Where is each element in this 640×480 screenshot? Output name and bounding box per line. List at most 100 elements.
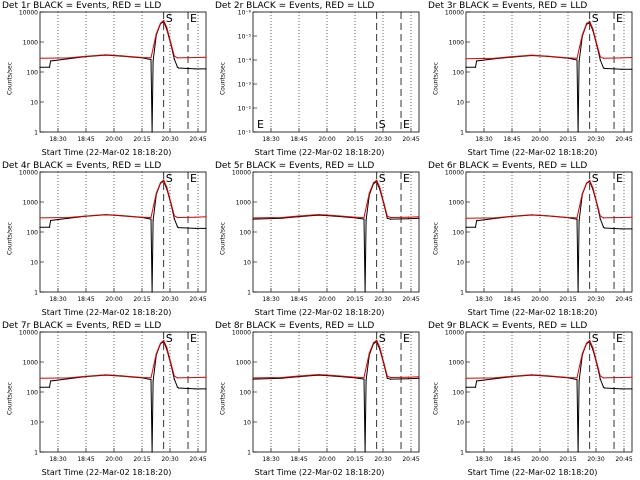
data-point-red	[546, 375, 549, 377]
data-point-red	[170, 363, 172, 365]
x-tick-label: 18:30	[262, 296, 279, 303]
data-point-red	[163, 179, 165, 181]
data-point-black	[474, 386, 477, 388]
y-tick-label: 10⁻⁶	[238, 10, 252, 17]
y-tick-label: 100	[453, 230, 465, 237]
data-point-black	[176, 226, 179, 228]
data-point-red	[176, 377, 179, 379]
x-tick-label: 18:30	[475, 456, 492, 463]
y-tick-label: 10000	[232, 170, 251, 177]
data-point-red	[173, 55, 175, 57]
data-point-red	[205, 56, 207, 58]
marker-label-s: S	[592, 172, 599, 185]
data-point-red	[83, 215, 86, 217]
data-point-red	[104, 374, 107, 376]
x-tick-label: 20:45	[189, 136, 206, 143]
series-black	[466, 340, 632, 453]
x-tick-label: 20:00	[105, 456, 122, 463]
plot-svg: 10⁻¹ 10⁻² 10⁻³ 10⁻⁴ 10⁻⁵ 10⁻⁶ 18:30 18:45 20:00 2…	[238, 10, 420, 144]
plot-svg: 1 10 100 1000 10000 18:30 18:45 20:00 20:15 20:30…	[445, 10, 633, 144]
marker-label-s: S	[166, 172, 173, 185]
detector-panel-1: Det 1r BLACK = Events, RED = LLD Start Ti…	[0, 0, 213, 160]
series-black	[252, 180, 420, 293]
data-point-red	[163, 19, 165, 22]
data-point-red	[530, 374, 533, 376]
marker-label-e: E	[616, 12, 623, 25]
y-tick-label: 1000	[236, 200, 251, 207]
data-point-red	[596, 203, 598, 205]
data-point-black	[465, 226, 467, 228]
plot-frame	[465, 11, 633, 133]
data-point-red	[141, 376, 144, 379]
y-tick-label: 1	[460, 290, 464, 297]
data-point-red	[509, 56, 512, 58]
data-point-red	[159, 22, 162, 24]
y-tick-label: 10	[456, 100, 464, 107]
data-point-black	[576, 378, 578, 381]
data-point-red	[386, 215, 388, 217]
y-tick-label: 1	[247, 290, 251, 297]
data-point-red	[418, 216, 420, 218]
data-point-red	[581, 34, 583, 36]
x-tick-label: 20:45	[402, 136, 419, 143]
x-tick-label: 20:00	[105, 296, 122, 303]
data-point-black	[475, 220, 478, 222]
y-tick-label: 10⁻¹	[238, 130, 252, 137]
data-point-red	[150, 57, 152, 59]
x-tick-label: 20:45	[615, 296, 632, 303]
plot-frame	[39, 331, 207, 453]
plot-frame	[39, 11, 207, 133]
series-black	[252, 340, 420, 453]
y-tick-label: 1000	[449, 200, 464, 207]
x-tick-label: 20:15	[346, 296, 363, 303]
y-tick-label: 100	[453, 390, 465, 397]
y-tick-label: 1000	[23, 360, 38, 367]
data-point-black	[173, 378, 175, 380]
x-axis-label: Start Time (22-Mar-02 18:18:20)	[254, 148, 385, 157]
data-point-black	[205, 68, 207, 70]
data-point-red	[592, 187, 594, 189]
plot-svg: 1 10 100 1000 10000 18:30 18:45 20:00 20:15 20:30…	[19, 10, 207, 144]
data-point-black	[407, 218, 410, 220]
data-point-black	[176, 66, 179, 68]
data-point-red	[354, 376, 357, 378]
x-tick-label: 20:30	[161, 456, 178, 463]
y-tick-label: 100	[27, 230, 39, 237]
data-point-red	[530, 214, 533, 216]
marker-label-e: E	[403, 172, 410, 185]
x-tick-label: 20:45	[402, 456, 419, 463]
data-point-black	[602, 67, 605, 69]
data-point-red	[596, 363, 598, 365]
data-point-black	[576, 59, 578, 61]
y-tick-label: 10	[30, 420, 38, 427]
x-tick-label: 20:00	[318, 296, 335, 303]
data-point-black	[599, 59, 601, 61]
panel-title: Det 6r BLACK = Events, RED = LLD	[428, 161, 588, 171]
data-point-red	[383, 203, 385, 205]
x-tick-label: 18:30	[49, 456, 66, 463]
x-tick-label: 20:00	[531, 136, 548, 143]
data-point-red	[155, 353, 157, 355]
data-point-red	[120, 375, 123, 377]
data-point-black	[578, 380, 580, 382]
marker-label-s: S	[166, 12, 173, 25]
data-point-black	[631, 228, 633, 230]
data-point-black	[194, 227, 197, 230]
data-point-red	[166, 186, 168, 188]
series-red	[465, 339, 633, 379]
x-tick-label: 18:30	[262, 136, 279, 143]
data-point-red	[581, 193, 583, 195]
data-point-black	[39, 66, 41, 68]
data-point-red	[296, 215, 299, 217]
data-point-black	[152, 60, 154, 62]
data-point-red	[585, 23, 588, 25]
marker-label-e: E	[190, 12, 197, 25]
data-point-red	[155, 192, 157, 194]
data-point-black	[49, 380, 52, 382]
x-axis-label: Start Time (22-Mar-02 18:18:20)	[41, 468, 172, 477]
x-tick-label: 20:30	[374, 456, 391, 463]
data-point-black	[577, 291, 579, 293]
data-point-red	[159, 182, 162, 184]
data-point-black	[150, 378, 152, 381]
